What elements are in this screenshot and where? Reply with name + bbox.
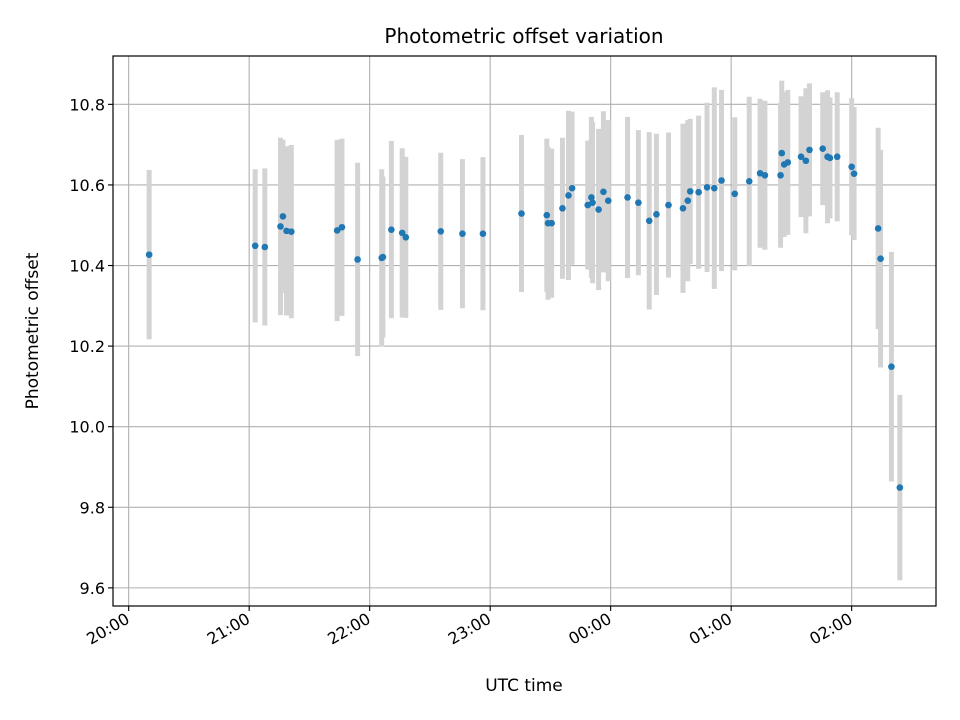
data-point [277,223,284,230]
data-point [437,227,445,235]
data-point [761,171,769,179]
data-point [459,230,466,237]
data-point [745,178,753,185]
y-axis-title: Photometric offset [23,252,43,409]
data-point [797,153,805,161]
data-point [279,213,287,220]
data-point [354,256,361,263]
data-point [479,230,487,237]
data-points [145,145,904,491]
data-point [686,188,694,195]
y-tick-label: 10.6 [69,176,105,195]
data-point [679,205,687,212]
data-point [833,153,841,161]
data-point [777,171,784,179]
data-point [703,184,711,191]
data-point [665,201,672,209]
y-tick-label: 10.4 [69,257,105,276]
data-point [896,484,904,491]
y-tick-label: 9.6 [80,579,105,598]
data-point [338,223,346,231]
chart-title: Photometric offset variation [384,24,663,48]
data-point [565,192,572,199]
data-point [261,243,269,251]
data-point [624,194,631,201]
data-point [402,234,410,241]
data-point [695,188,702,196]
data-point [850,170,858,177]
data-point [548,219,555,227]
data-point [645,217,653,225]
data-point [145,251,153,258]
data-point [877,255,884,262]
y-tick-label: 10.0 [69,418,105,437]
plot-area-frame [112,55,937,607]
data-point [848,163,855,171]
data-point [559,205,566,212]
data-point [819,145,827,152]
data-point [731,190,739,198]
data-point [874,225,882,232]
data-point [888,363,895,370]
data-point [398,229,406,237]
data-point [595,206,602,213]
data-point [288,228,295,235]
data-point [826,154,834,162]
data-point [588,194,595,201]
y-tick-label: 9.8 [80,498,105,517]
data-point [589,199,596,206]
data-point [604,197,612,204]
data-point [802,157,810,165]
data-point [543,211,551,219]
data-point [806,146,813,154]
x-axis-title: UTC time [485,676,563,696]
data-point [600,188,607,196]
data-point [784,159,792,166]
data-point [778,149,786,157]
data-point [684,197,692,204]
data-point [710,184,718,192]
data-point [518,210,525,217]
data-point [718,177,725,184]
data-point [635,199,642,206]
data-point [251,242,259,250]
data-point [379,253,387,261]
grid [113,56,936,606]
data-point [388,226,395,233]
y-tick-label: 10.8 [69,95,105,114]
data-point [333,227,341,234]
data-point [653,211,660,218]
data-point [568,184,576,192]
y-tick-label: 10.2 [69,337,105,356]
